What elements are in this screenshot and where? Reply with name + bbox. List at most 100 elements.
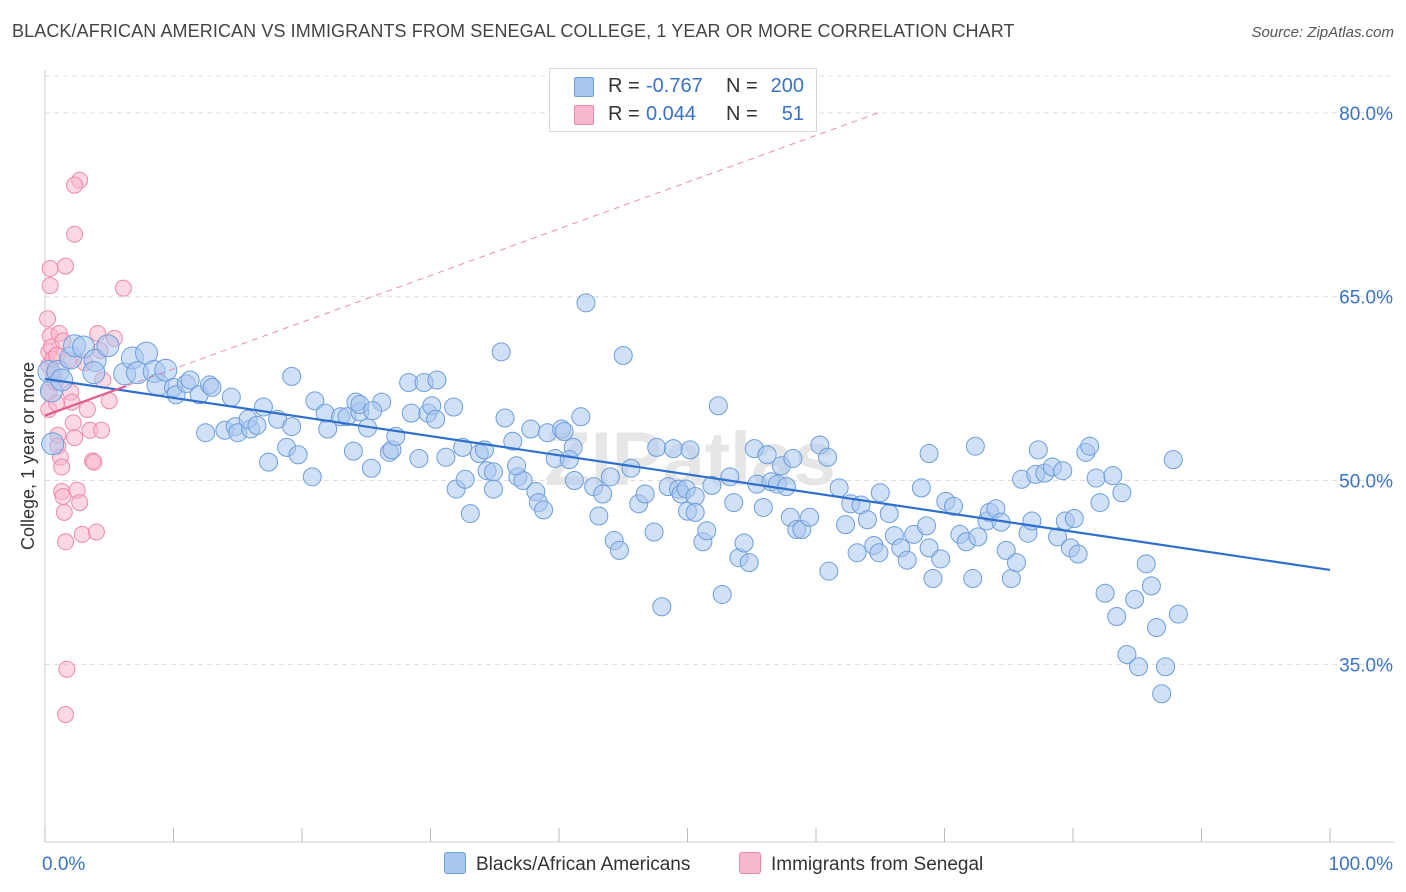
data-point-black — [613, 346, 633, 366]
data-point-black — [847, 543, 867, 563]
data-point-black — [259, 452, 279, 472]
data-point-senegal — [114, 279, 132, 297]
data-point-black — [363, 401, 383, 421]
y-tick-label: 65.0% — [1339, 288, 1393, 309]
legend-r-label: R = — [608, 103, 640, 125]
data-point-black — [1006, 553, 1026, 573]
data-point-senegal — [53, 458, 71, 476]
bottom-legend-label-senegal: Immigrants from Senegal — [771, 854, 984, 875]
x-tick-label: 100.0% — [1329, 854, 1394, 875]
data-point-senegal — [54, 487, 72, 505]
data-point-black — [426, 409, 446, 429]
data-point-senegal — [64, 414, 82, 432]
data-point-black — [1156, 657, 1176, 677]
bottom-legend-senegal: Immigrants from Senegal — [739, 852, 983, 876]
data-point-black — [1163, 450, 1183, 470]
data-point-black — [753, 497, 773, 517]
data-point-black — [1168, 604, 1188, 624]
data-point-black — [897, 550, 917, 570]
data-point-black — [460, 504, 480, 524]
axis-labels: 80.0% 65.0% 50.0% 35.0% 0.0% 100.0% College, 1… — [18, 104, 1393, 875]
data-point-black — [491, 342, 511, 362]
axes — [44, 70, 1394, 843]
data-point-black — [1028, 440, 1048, 460]
legend-r-label: R = — [608, 75, 640, 97]
data-point-black — [879, 504, 899, 524]
data-point-senegal — [85, 453, 103, 471]
data-point-black — [1103, 466, 1123, 486]
data-point-senegal — [73, 525, 91, 543]
data-point-black — [943, 496, 963, 516]
data-point-black — [483, 479, 503, 499]
data-point-senegal — [57, 257, 75, 275]
bottom-legend-swatch-senegal — [739, 852, 761, 874]
data-point-black — [282, 417, 302, 437]
legend-swatch-senegal — [574, 105, 594, 125]
data-point-black — [870, 483, 890, 503]
data-point-black — [647, 437, 667, 457]
data-point-black — [96, 334, 120, 358]
data-point-black — [819, 561, 839, 581]
data-point-black — [836, 515, 856, 535]
data-point-black — [302, 467, 322, 487]
bottom-legend-black: Blacks/African Americans — [444, 852, 690, 876]
trendline-black — [44, 377, 1331, 572]
data-point-senegal — [57, 533, 75, 551]
data-point-senegal — [93, 421, 111, 439]
data-point-black — [911, 478, 931, 498]
data-point-black — [702, 475, 722, 495]
y-axis-title: College, 1 year or more — [18, 362, 38, 550]
data-point-black — [436, 447, 456, 467]
data-point-black — [1147, 618, 1167, 638]
data-point-black — [1107, 607, 1127, 627]
data-point-black — [923, 569, 943, 589]
data-point-black — [1141, 576, 1161, 596]
bottom-legend-swatch-black — [444, 852, 466, 874]
data-point-black — [1136, 554, 1156, 574]
data-point-black — [829, 478, 849, 498]
gridlines — [45, 75, 1394, 665]
data-point-senegal — [78, 400, 96, 418]
data-point-senegal — [66, 225, 84, 243]
data-point-black — [965, 436, 985, 456]
legend-n-value: 200 — [770, 75, 804, 97]
data-point-black — [685, 486, 705, 506]
data-point-black — [919, 538, 939, 558]
data-point-black — [455, 469, 475, 489]
data-point-black — [589, 506, 609, 526]
data-point-black — [1086, 468, 1106, 488]
data-point-black — [247, 415, 267, 435]
legend-n-value: 51 — [781, 103, 804, 125]
data-point-black — [483, 462, 503, 482]
data-point-black — [1068, 544, 1088, 564]
data-point-senegal — [87, 523, 105, 541]
data-point-black — [757, 445, 777, 465]
data-point-black — [1090, 493, 1110, 513]
data-point-senegal — [41, 277, 59, 295]
data-point-black — [644, 522, 664, 542]
data-point-black — [1152, 684, 1172, 704]
data-point-black — [1125, 589, 1145, 609]
data-point-black — [41, 432, 65, 456]
data-point-black — [409, 448, 429, 468]
data-point-black — [202, 377, 222, 397]
data-point-black — [180, 370, 200, 390]
data-point-black — [919, 444, 939, 464]
data-point-black — [401, 403, 421, 423]
legend-n-label: N = — [726, 75, 758, 97]
data-point-black — [739, 553, 759, 573]
y-tick-label: 80.0% — [1339, 104, 1393, 125]
data-point-black — [917, 516, 937, 536]
data-point-black — [963, 569, 983, 589]
data-point-black — [697, 521, 717, 541]
data-point-black — [712, 584, 732, 604]
legend-n-label: N = — [726, 103, 758, 125]
data-point-black — [305, 391, 325, 411]
x-tick-label: 0.0% — [42, 854, 85, 875]
data-point-senegal — [66, 429, 84, 447]
data-point-black — [996, 540, 1016, 560]
data-point-black — [534, 500, 554, 520]
data-point-black — [503, 431, 523, 451]
data-point-black — [818, 447, 838, 467]
data-point-senegal — [58, 660, 76, 678]
